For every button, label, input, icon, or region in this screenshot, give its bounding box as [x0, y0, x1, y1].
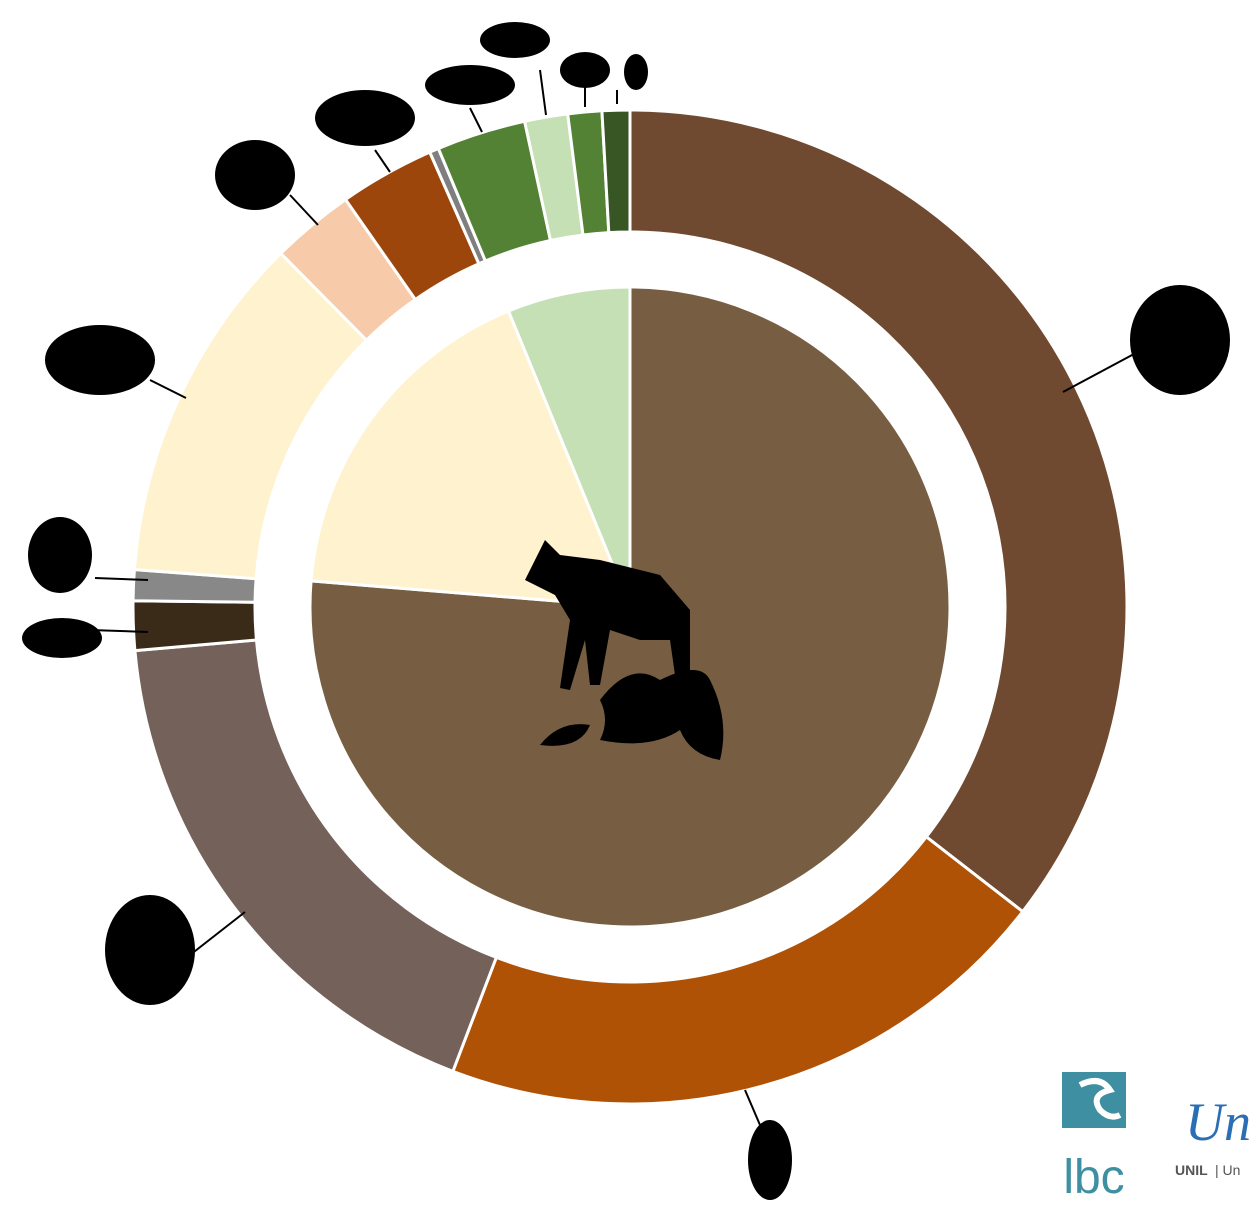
ring-segment: [628, 108, 1129, 914]
leader-line: [374, 149, 391, 173]
leader-line: [149, 379, 187, 399]
animal-silhouette: [215, 140, 295, 210]
wolf-silhouette: [525, 540, 690, 690]
animal-silhouette: [560, 52, 610, 88]
ring-segment: [600, 108, 632, 235]
university-logo-script: Un: [1185, 1092, 1251, 1152]
animal-silhouette: [105, 895, 195, 1005]
ring-segment: [308, 285, 952, 929]
leader-line: [469, 107, 483, 133]
logos: lbc Un UNIL | Un: [1062, 1072, 1251, 1204]
icons: [22, 22, 1230, 1200]
animal-silhouette: [315, 90, 415, 146]
university-logo-name: UNIL: [1175, 1162, 1208, 1178]
animal-silhouette: [28, 517, 92, 593]
animal-silhouette: [748, 1120, 792, 1200]
animal-silhouette: [624, 54, 648, 90]
leader-line: [289, 194, 319, 226]
university-logo-sub: | Un: [1215, 1162, 1240, 1178]
lab-logo-text: lbc: [1063, 1151, 1124, 1204]
leader-line: [189, 911, 246, 956]
lab-logo-swoosh: [1078, 1078, 1122, 1120]
rings: [131, 108, 1129, 1106]
animal-silhouette: [425, 65, 515, 105]
animal-silhouette: [45, 325, 155, 395]
animal-silhouette: [1130, 285, 1230, 395]
leader-line: [89, 629, 149, 633]
leader-line: [539, 69, 547, 116]
leader-line: [94, 577, 149, 581]
ring-segment: [309, 309, 633, 609]
ring-segment: [506, 285, 632, 608]
leader-line: [744, 1089, 761, 1126]
ring-segment: [450, 834, 1025, 1106]
animal-silhouette: [480, 22, 550, 58]
animal-silhouette: [22, 618, 102, 658]
scat-silhouette: [540, 670, 724, 760]
